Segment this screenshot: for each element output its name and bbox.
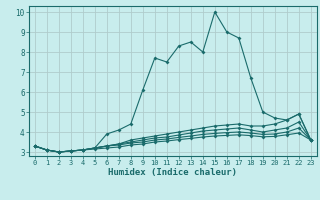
- X-axis label: Humidex (Indice chaleur): Humidex (Indice chaleur): [108, 168, 237, 177]
